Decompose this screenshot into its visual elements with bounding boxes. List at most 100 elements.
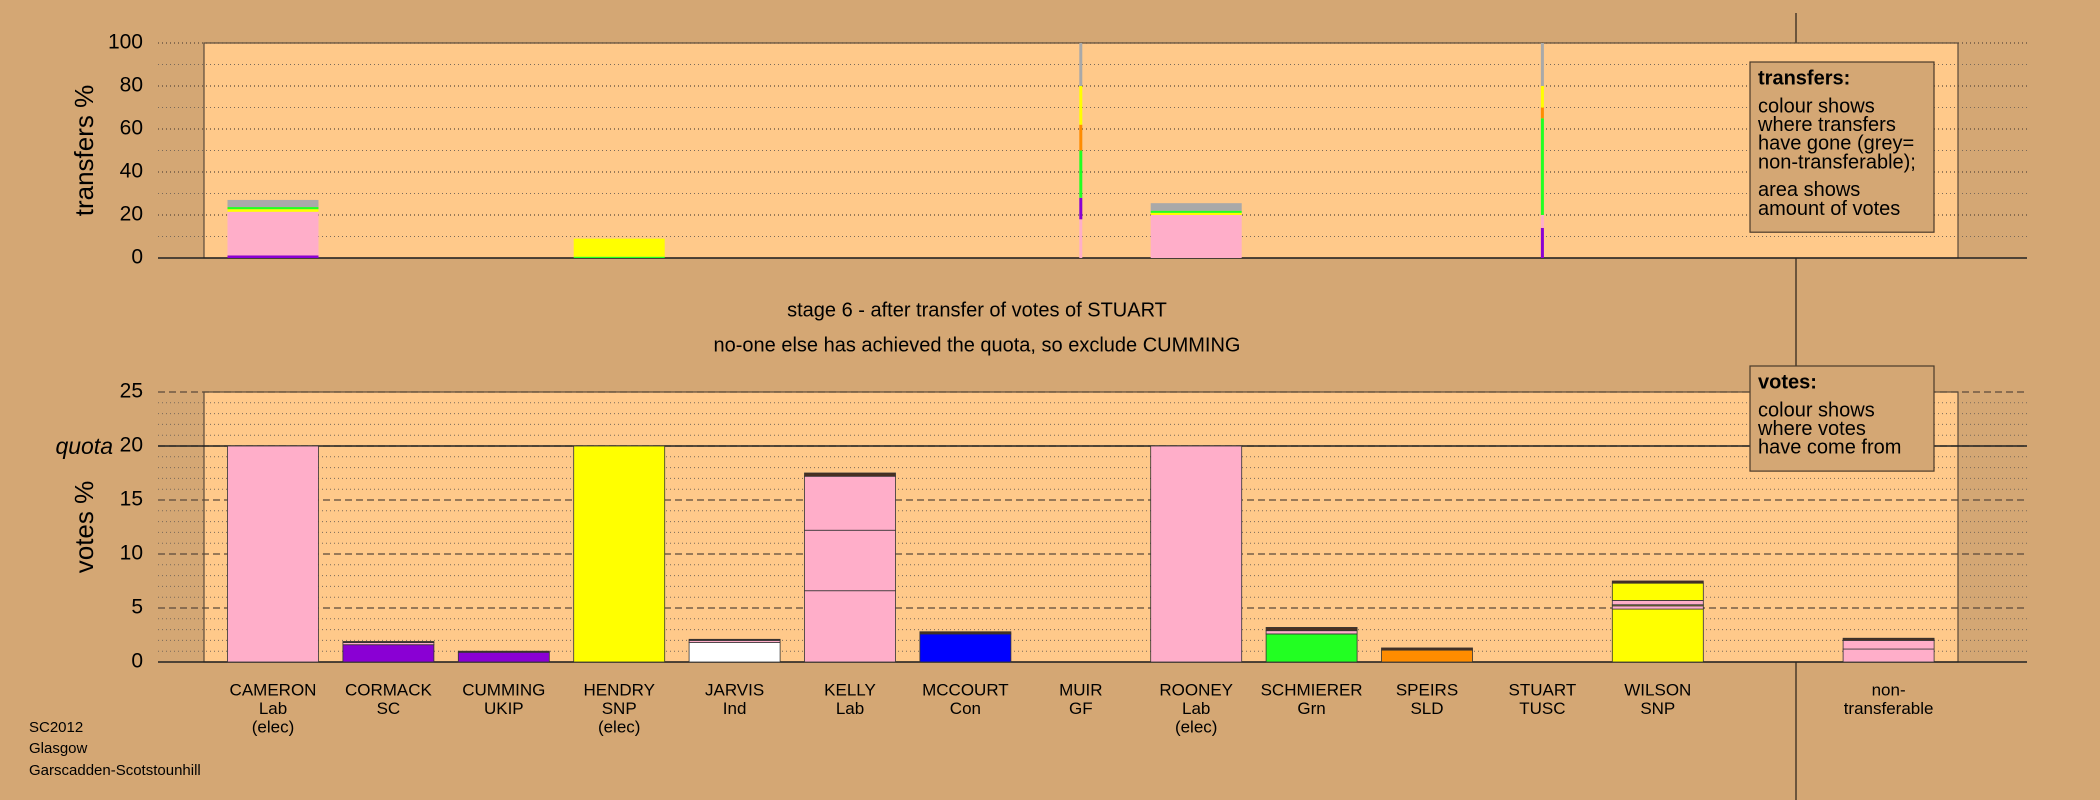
x-tick-label: GF — [1069, 699, 1093, 718]
note-title: transfers: — [1758, 67, 1850, 89]
note-line: area shows — [1758, 179, 1860, 201]
bar-segment — [804, 529, 896, 592]
bar-segment — [457, 651, 550, 663]
x-tick-label: (elec) — [252, 717, 295, 736]
bar-segment — [1265, 627, 1358, 632]
y-tick-label: 15 — [120, 488, 143, 511]
bar-segment — [1842, 640, 1935, 650]
bar-segment — [457, 650, 550, 653]
y-tick-label: 100 — [108, 31, 143, 54]
status-line: stage 6 - after transfer of votes of STU… — [787, 299, 1167, 321]
note-line: amount of votes — [1758, 198, 1900, 220]
bar-segment — [1079, 219, 1083, 258]
bar-segment — [1381, 647, 1473, 651]
bar-segment — [1842, 648, 1935, 663]
x-tick-label: JARVIS — [705, 680, 764, 699]
y-axis-title: transfers % — [69, 85, 99, 217]
status-line: no-one else has achieved the quota, so e… — [714, 334, 1241, 356]
bar-segment — [1079, 86, 1083, 125]
bar-segment — [1150, 210, 1242, 213]
x-tick-label: SPEIRS — [1396, 680, 1458, 699]
bar-segment — [573, 238, 665, 257]
x-tick-label: KELLY — [824, 680, 876, 699]
x-tick-label: CUMMING — [462, 680, 545, 699]
x-tick-label: Lab — [836, 699, 864, 718]
x-tick-label: MUIR — [1059, 680, 1102, 699]
x-tick-label: SCHMIERER — [1261, 680, 1363, 699]
bar-segment — [804, 472, 896, 477]
x-tick-label: STUART — [1509, 680, 1577, 699]
bar-segment — [1079, 197, 1083, 220]
note-title: votes: — [1758, 371, 1817, 393]
y-tick-label: 80 — [120, 74, 143, 97]
bar-segment — [1611, 608, 1704, 663]
x-tick-label: TUSC — [1519, 699, 1565, 718]
y-tick-label: 20 — [120, 203, 143, 226]
bar-segment — [227, 207, 319, 210]
bar-segment — [1611, 600, 1704, 606]
bar-segment — [1540, 215, 1544, 228]
bar-segment — [804, 590, 896, 663]
bar-segment — [1540, 118, 1544, 215]
bar-segment — [1540, 43, 1544, 86]
note-line: colour shows — [1758, 95, 1875, 117]
note-line: non-transferable); — [1758, 151, 1916, 173]
bar-segment — [1540, 227, 1544, 258]
y-tick-label: 0 — [131, 650, 143, 673]
x-tick-label: (elec) — [598, 717, 641, 736]
bar-segment — [1079, 124, 1083, 151]
x-tick-label: Lab — [259, 699, 287, 718]
bar-segment — [227, 255, 319, 258]
x-tick-label: Lab — [1182, 699, 1210, 718]
quota-label: quota — [55, 433, 113, 459]
bar-segment — [919, 633, 1012, 663]
bar-segment — [573, 445, 666, 663]
bar-segment — [1150, 215, 1242, 258]
x-tick-label: CAMERON — [230, 680, 317, 699]
x-tick-label: Ind — [723, 699, 747, 718]
x-tick-label: ROONEY — [1159, 680, 1233, 699]
x-tick-label: HENDRY — [583, 680, 654, 699]
bar-segment — [1079, 150, 1083, 198]
bar-segment — [1381, 649, 1473, 663]
bar-segment — [1842, 637, 1935, 641]
bar-segment — [688, 642, 781, 663]
x-tick-label: Grn — [1297, 699, 1325, 718]
bar-segment — [342, 644, 435, 663]
bar-segment — [804, 475, 896, 531]
x-tick-label: SNP — [1640, 699, 1675, 718]
y-tick-label: 20 — [120, 434, 143, 457]
x-tick-label: SNP — [602, 699, 637, 718]
bar-segment — [1265, 630, 1358, 635]
bar-segment — [1150, 203, 1242, 211]
x-tick-label: SLD — [1410, 699, 1443, 718]
x-tick-label: UKIP — [484, 699, 524, 718]
bar-segment — [1150, 445, 1243, 663]
bar-segment — [573, 256, 665, 258]
x-tick-label: transferable — [1844, 699, 1934, 718]
bar-segment — [1611, 605, 1704, 610]
note-box — [1749, 365, 1935, 472]
y-tick-label: 5 — [131, 596, 143, 619]
y-tick-label: 60 — [120, 117, 143, 140]
bar-segment — [1611, 582, 1704, 601]
bar-segment — [1079, 43, 1083, 86]
bar-segment — [1265, 633, 1358, 663]
footer-line: SC2012 — [29, 719, 83, 736]
bar-segment — [1540, 107, 1544, 119]
y-tick-label: 0 — [131, 246, 143, 269]
bar-segment — [227, 209, 319, 212]
y-tick-label: 25 — [120, 380, 143, 403]
bar-segment — [227, 199, 319, 208]
bar-segment — [919, 631, 1012, 635]
note-box — [1749, 61, 1935, 233]
bar-segment — [688, 638, 781, 641]
y-tick-label: 10 — [120, 542, 143, 565]
x-tick-label: (elec) — [1175, 717, 1218, 736]
footer-line: Garscadden-Scotstounhill — [29, 762, 201, 779]
bar-segment — [1540, 86, 1544, 108]
x-tick-label: WILSON — [1624, 680, 1691, 699]
note-line: where transfers — [1757, 114, 1896, 136]
note-line: have gone (grey= — [1758, 133, 1914, 155]
